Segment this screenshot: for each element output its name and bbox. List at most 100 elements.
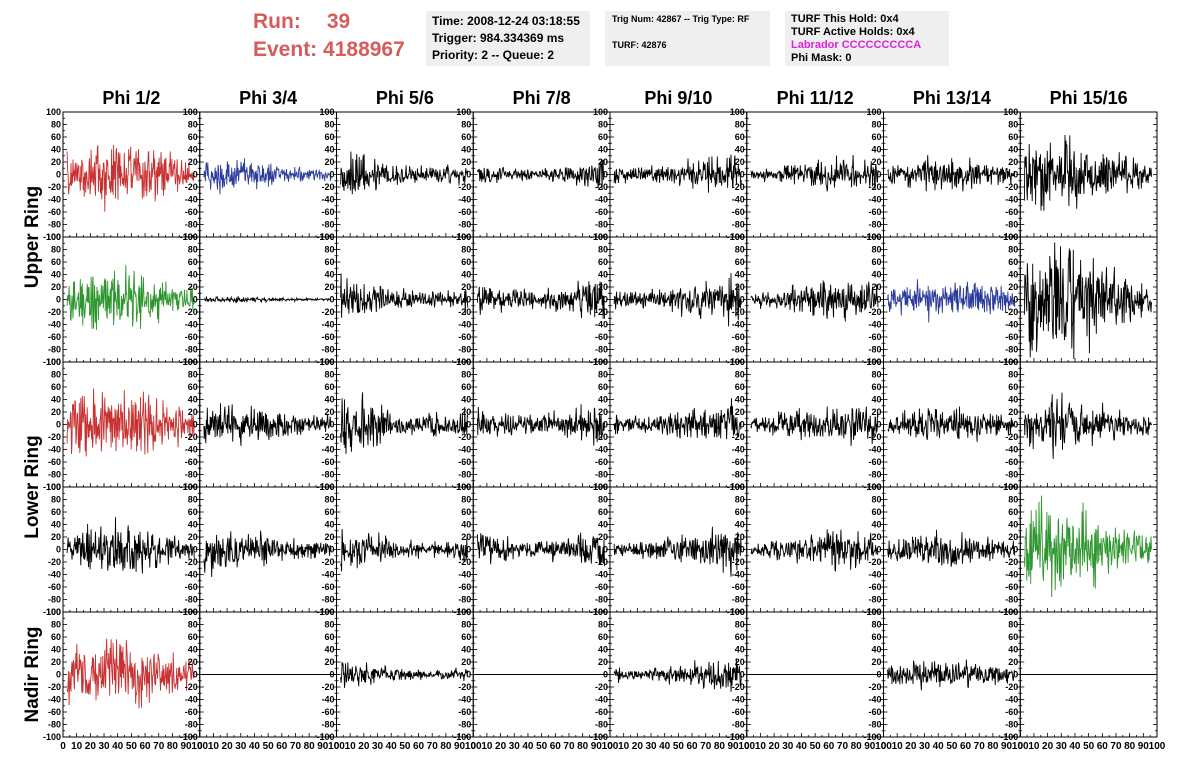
y-tick-label: -80 [458, 345, 471, 355]
y-tick-label: -60 [321, 332, 334, 342]
x-tick-label: 90 [728, 741, 740, 752]
x-tick-label: 50 [263, 741, 275, 752]
y-tick-label: 80 [461, 120, 471, 130]
y-tick-label: -60 [185, 582, 198, 592]
y-tick-label: -20 [458, 182, 471, 192]
y-tick-label: 100 [1003, 482, 1018, 492]
y-tick-label: -20 [48, 307, 61, 317]
y-tick-label: -40 [48, 195, 61, 205]
x-tick-label: 70 [153, 741, 165, 752]
y-tick-label: 80 [1008, 495, 1018, 505]
y-tick-label: 60 [871, 632, 881, 642]
y-tick-label: -40 [595, 195, 608, 205]
y-tick-label: -20 [185, 557, 198, 567]
y-tick-label: 80 [461, 245, 471, 255]
x-tick-label: 50 [946, 741, 958, 752]
y-tick-label: 60 [735, 507, 745, 517]
y-tick-label: 0 [1013, 420, 1018, 430]
y-tick-label: -100 [590, 732, 608, 742]
y-tick-label: -20 [1005, 682, 1018, 692]
y-tick-label: -60 [1005, 207, 1018, 217]
y-tick-label: 100 [46, 607, 61, 617]
y-tick-label: 80 [1008, 120, 1018, 130]
waveform-trace [203, 158, 332, 195]
x-tick-label: 80 [714, 741, 726, 752]
y-tick-label: 80 [735, 370, 745, 380]
y-tick-label: 40 [871, 270, 881, 280]
y-tick-label: -40 [48, 695, 61, 705]
x-tick-label: 20 [495, 741, 507, 752]
x-tick-label: 90 [454, 741, 466, 752]
waveform-trace [340, 661, 469, 688]
y-tick-label: 40 [461, 645, 471, 655]
waveform-trace [340, 392, 469, 454]
y-tick-label: -100 [863, 732, 881, 742]
y-tick-label: 100 [456, 357, 471, 367]
y-tick-label: -60 [458, 332, 471, 342]
y-tick-label: 0 [56, 170, 61, 180]
waveform-trace [203, 403, 332, 446]
y-tick-label: -40 [458, 695, 471, 705]
y-tick-label: 60 [324, 382, 334, 392]
y-tick-label: 40 [735, 395, 745, 405]
y-tick-label: -60 [732, 457, 745, 467]
y-tick-label: -20 [868, 182, 881, 192]
waveform-trace [476, 280, 605, 319]
y-tick-label: -60 [1005, 332, 1018, 342]
x-tick-label: 100 [738, 741, 755, 752]
column-title: Phi 3/4 [239, 88, 297, 108]
y-tick-label: 0 [603, 295, 608, 305]
y-tick-label: -40 [458, 320, 471, 330]
y-tick-label: 40 [735, 645, 745, 655]
waveform-trace [887, 155, 1016, 192]
y-tick-label: -60 [732, 707, 745, 717]
y-tick-label: 80 [461, 370, 471, 380]
y-tick-label: 60 [51, 382, 61, 392]
y-tick-label: -80 [321, 220, 334, 230]
waveform-trace [476, 159, 605, 190]
x-tick-label: 30 [1056, 741, 1068, 752]
y-tick-label: -60 [48, 332, 61, 342]
y-tick-label: 60 [51, 632, 61, 642]
y-tick-label: 80 [461, 495, 471, 505]
y-tick-label: -20 [595, 182, 608, 192]
y-tick-label: 20 [188, 532, 198, 542]
y-tick-label: -20 [868, 432, 881, 442]
y-tick-label: 80 [871, 495, 881, 505]
y-tick-label: -80 [595, 345, 608, 355]
y-tick-label: -20 [458, 557, 471, 567]
x-tick-label: 70 [290, 741, 302, 752]
y-tick-label: 40 [598, 645, 608, 655]
waveform-trace [66, 638, 195, 709]
y-tick-label: -40 [1005, 570, 1018, 580]
x-tick-label: 50 [536, 741, 548, 752]
y-tick-label: 100 [456, 107, 471, 117]
y-tick-label: 0 [193, 670, 198, 680]
y-tick-label: -20 [321, 432, 334, 442]
y-tick-label: 100 [593, 482, 608, 492]
y-tick-label: 60 [188, 507, 198, 517]
y-tick-label: 80 [1008, 620, 1018, 630]
y-tick-label: 40 [735, 270, 745, 280]
y-tick-label: -80 [1005, 345, 1018, 355]
x-tick-label: 90 [591, 741, 603, 752]
y-tick-label: -80 [595, 220, 608, 230]
waveform-trace [203, 530, 332, 577]
y-tick-label: 100 [319, 107, 334, 117]
y-tick-label: 20 [598, 282, 608, 292]
y-tick-label: -40 [595, 320, 608, 330]
y-tick-label: -40 [595, 695, 608, 705]
x-tick-label: 70 [563, 741, 575, 752]
y-tick-label: -20 [48, 682, 61, 692]
y-tick-label: 0 [603, 670, 608, 680]
y-tick-label: -20 [595, 557, 608, 567]
phi-mask-text: Phi Mask: 0 [791, 52, 852, 64]
y-tick-label: -100 [43, 232, 61, 242]
y-tick-label: 20 [1008, 657, 1018, 667]
